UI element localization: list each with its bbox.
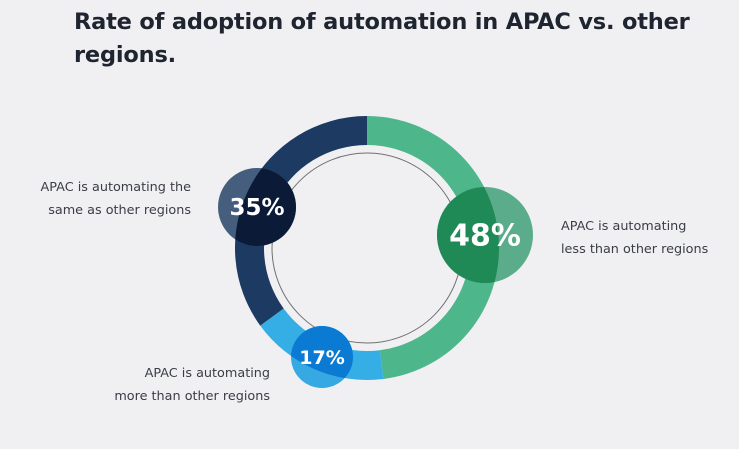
label-less: APAC is automating less than other regio… — [561, 216, 708, 261]
label-more: APAC is automating more than other regio… — [114, 363, 270, 408]
label-less-line1: APAC is automating — [561, 219, 687, 234]
label-same: APAC is automating the same as other reg… — [41, 177, 191, 222]
data-label-more: 17% — [299, 347, 344, 369]
chart-title: Rate of adoption of automation in APAC v… — [74, 9, 690, 68]
label-more-line2: more than other regions — [114, 388, 270, 404]
inner-guide-circle — [271, 152, 463, 344]
bubble-more: 17% — [291, 326, 353, 388]
donut-segment-less — [367, 116, 499, 379]
data-label-same: 35% — [229, 195, 284, 221]
donut-segment-same — [235, 116, 367, 326]
label-less-line2: less than other regions — [561, 241, 709, 257]
label-more-line1: APAC is automating — [144, 366, 270, 381]
bubble-less: 48% — [437, 187, 533, 283]
bubble-overlap-less — [437, 187, 499, 283]
label-same-line2: same as other regions — [48, 202, 191, 218]
data-label-less: 48% — [449, 219, 521, 254]
label-same-line1: APAC is automating the — [40, 180, 191, 195]
bubble-same: 35% — [218, 168, 296, 246]
